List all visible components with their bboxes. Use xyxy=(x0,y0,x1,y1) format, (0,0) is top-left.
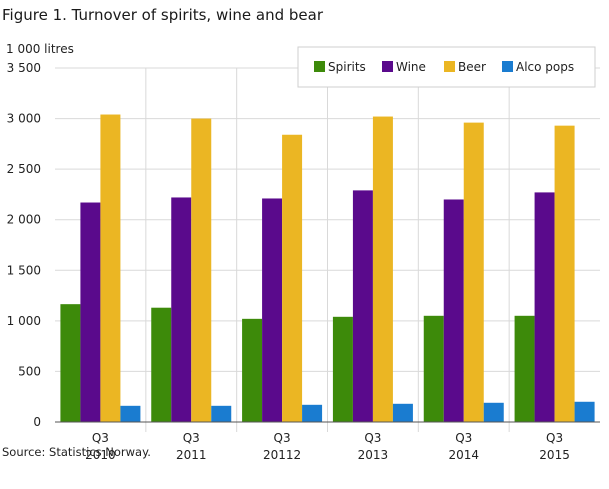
x-tick-label: Q3 xyxy=(364,431,381,445)
y-tick-label: 0 xyxy=(33,415,41,429)
bar-beer xyxy=(463,122,484,423)
x-tick-label: 2010 xyxy=(85,448,116,462)
legend-swatch-alco-pops xyxy=(502,61,513,72)
bar-spirits xyxy=(332,316,353,422)
x-tick-label: Q3 xyxy=(274,431,291,445)
bar-wine xyxy=(443,199,464,422)
bar-wine xyxy=(80,202,101,422)
y-tick-label: 2 500 xyxy=(7,162,41,176)
x-tick-label: 2013 xyxy=(358,448,389,462)
bar-wine xyxy=(352,190,373,422)
bar-beer xyxy=(100,114,121,423)
x-tick-label: 20112 xyxy=(263,448,301,462)
x-tick-label: Q3 xyxy=(92,431,109,445)
y-tick-label: 3 000 xyxy=(7,112,41,126)
y-axis-ticks: 0 500 1 000 1 500 2 000 2 500 3 000 3 500 xyxy=(7,61,41,429)
bar-alco-pops xyxy=(574,401,595,422)
x-tick-label: Q3 xyxy=(183,431,200,445)
chart-title: Figure 1. Turnover of spirits, wine and … xyxy=(2,6,323,24)
y-tick-label: 3 500 xyxy=(7,61,41,75)
y-tick-label: 1 500 xyxy=(7,263,41,277)
bar-beer xyxy=(282,134,303,423)
bar-alco-pops xyxy=(120,405,141,422)
bar-wine xyxy=(171,197,192,422)
legend-label: Beer xyxy=(458,60,486,74)
gridlines xyxy=(55,67,600,432)
bar-beer xyxy=(372,116,393,422)
bar-alco-pops xyxy=(392,403,413,422)
x-axis-ticks: Q3 2010 Q3 2011 Q3 20112 Q3 2013 Q3 2014 Q3 2015 xyxy=(55,421,600,462)
bar-alco-pops xyxy=(483,402,504,422)
y-tick-label: 2 000 xyxy=(7,213,41,227)
bar-alco-pops xyxy=(302,404,323,422)
bar-spirits xyxy=(514,315,535,422)
legend-label: Wine xyxy=(396,60,426,74)
legend-label: Alco pops xyxy=(516,60,574,74)
bar-beer xyxy=(554,125,575,422)
y-tick-label: 1 000 xyxy=(7,314,41,328)
y-unit-label: 1 000 litres xyxy=(6,42,74,56)
bar-alco-pops xyxy=(211,405,232,422)
bar-spirits xyxy=(60,304,81,422)
legend-label: Spirits xyxy=(328,60,366,74)
legend-swatch-spirits xyxy=(314,61,325,72)
x-tick-label: Q3 xyxy=(455,431,472,445)
bar-spirits xyxy=(423,315,444,422)
y-tick-label: 500 xyxy=(18,364,41,378)
bars xyxy=(60,114,595,423)
bar-wine xyxy=(534,192,555,422)
legend-swatch-wine xyxy=(382,61,393,72)
chart-source: Source: Statistics Norway. xyxy=(2,445,151,459)
x-tick-label: 2014 xyxy=(448,448,479,462)
bar-beer xyxy=(191,118,212,423)
bar-wine xyxy=(262,198,283,422)
x-tick-label: Q3 xyxy=(546,431,563,445)
x-tick-label: 2015 xyxy=(539,448,570,462)
legend-swatch-beer xyxy=(444,61,455,72)
bar-spirits xyxy=(151,307,172,422)
legend: Spirits Wine Beer Alco pops xyxy=(297,46,596,88)
x-tick-label: 2011 xyxy=(176,448,207,462)
bar-spirits xyxy=(242,318,263,422)
